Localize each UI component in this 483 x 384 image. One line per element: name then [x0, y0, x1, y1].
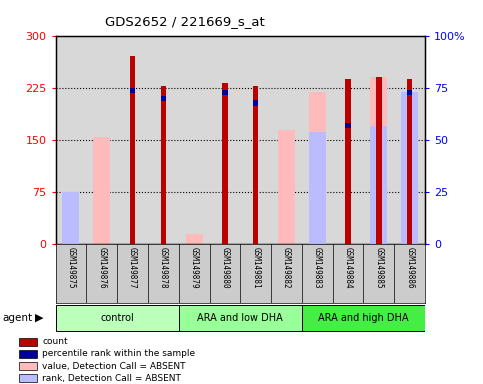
Text: GSM149875: GSM149875: [67, 247, 75, 288]
Bar: [62, 204, 79, 244]
Bar: [309, 92, 326, 244]
Text: GDS2652 / 221669_s_at: GDS2652 / 221669_s_at: [105, 15, 265, 28]
FancyBboxPatch shape: [302, 305, 425, 331]
Text: GSM149884: GSM149884: [343, 247, 353, 288]
Text: GSM149885: GSM149885: [374, 247, 384, 288]
Bar: [93, 137, 110, 244]
Text: ARA and high DHA: ARA and high DHA: [318, 313, 409, 323]
Bar: [401, 93, 418, 244]
Bar: [222, 83, 227, 244]
Bar: [278, 130, 295, 244]
Bar: [345, 123, 351, 128]
Bar: [160, 96, 166, 101]
Text: GSM149876: GSM149876: [97, 247, 106, 288]
Text: GSM149883: GSM149883: [313, 247, 322, 288]
Bar: [370, 76, 387, 244]
Bar: [376, 76, 382, 244]
Bar: [130, 56, 135, 244]
Text: GSM149877: GSM149877: [128, 247, 137, 288]
Bar: [185, 234, 202, 244]
Bar: [253, 100, 258, 106]
Bar: [160, 86, 166, 244]
Text: GSM149879: GSM149879: [190, 247, 199, 288]
Text: GSM149886: GSM149886: [405, 247, 414, 288]
Text: GSM149878: GSM149878: [159, 247, 168, 288]
Bar: [370, 126, 387, 244]
Bar: [62, 192, 79, 244]
Text: GSM149880: GSM149880: [220, 247, 229, 288]
Text: ▶: ▶: [35, 313, 43, 323]
Text: rank, Detection Call = ABSENT: rank, Detection Call = ABSENT: [42, 374, 181, 382]
Text: ARA and low DHA: ARA and low DHA: [198, 313, 283, 323]
FancyBboxPatch shape: [179, 305, 302, 331]
Text: value, Detection Call = ABSENT: value, Detection Call = ABSENT: [42, 361, 185, 371]
Text: control: control: [100, 313, 134, 323]
Bar: [253, 86, 258, 244]
Bar: [345, 79, 351, 244]
Bar: [19, 374, 37, 382]
Text: percentile rank within the sample: percentile rank within the sample: [42, 349, 195, 359]
Bar: [407, 90, 412, 95]
Text: GSM149881: GSM149881: [251, 247, 260, 288]
Bar: [222, 90, 227, 95]
FancyBboxPatch shape: [56, 305, 179, 331]
Bar: [19, 362, 37, 370]
Bar: [19, 350, 37, 358]
Bar: [309, 132, 326, 244]
Text: agent: agent: [2, 313, 32, 323]
Bar: [407, 79, 412, 244]
Bar: [130, 88, 135, 93]
Bar: [19, 338, 37, 346]
Text: GSM149882: GSM149882: [282, 247, 291, 288]
Text: count: count: [42, 338, 68, 346]
